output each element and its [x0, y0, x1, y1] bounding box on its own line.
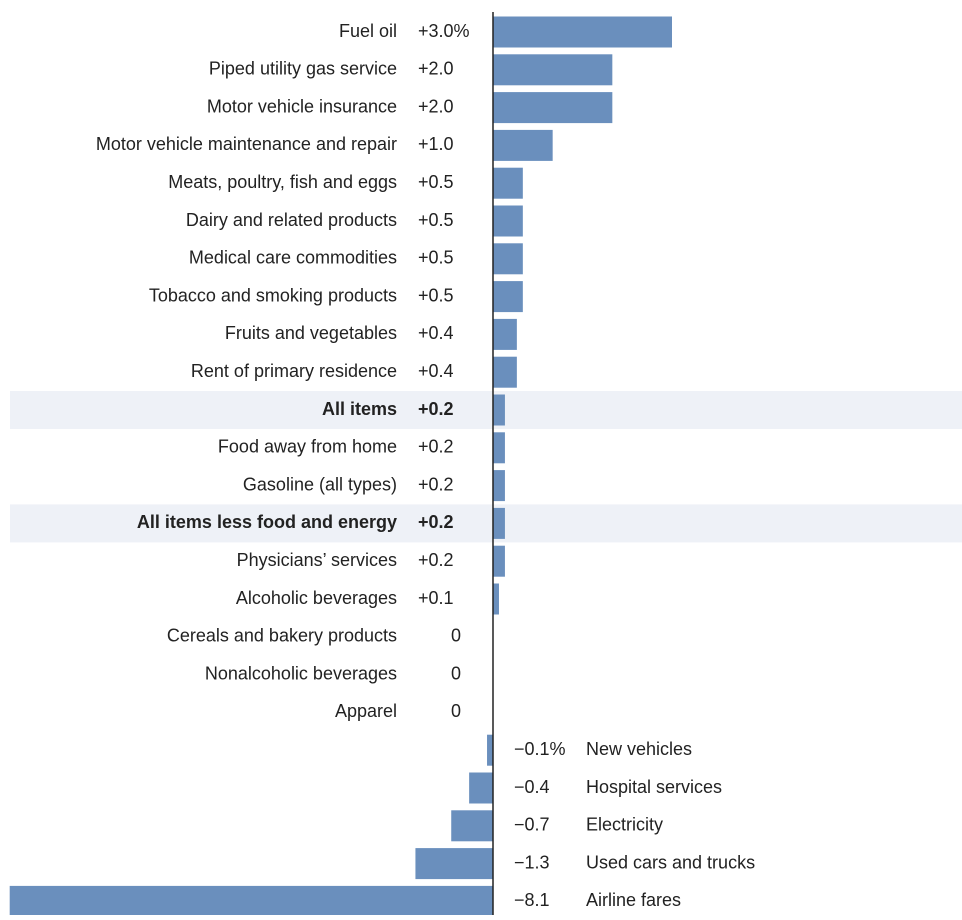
value-label: +0.2 [418, 550, 454, 570]
category-label: Fruits and vegetables [225, 323, 397, 343]
bar [415, 848, 493, 880]
bar [493, 281, 523, 313]
value-label: 0 [451, 701, 461, 721]
bar [487, 734, 493, 766]
bar [493, 432, 505, 464]
category-label: Tobacco and smoking products [149, 285, 397, 305]
value-label: +1.0 [418, 134, 454, 154]
category-label: Medical care commodities [189, 248, 397, 268]
category-label: Hospital services [586, 777, 722, 797]
value-label: −0.4 [514, 777, 550, 797]
highlight-row [10, 391, 962, 429]
bar [493, 205, 523, 237]
bar [451, 810, 493, 842]
category-label: Dairy and related products [186, 210, 397, 230]
bar [493, 243, 523, 275]
category-label: Gasoline (all types) [243, 474, 397, 494]
value-label: +0.5 [418, 172, 454, 192]
bar [493, 545, 505, 577]
value-label: +0.5 [418, 210, 454, 230]
category-label: Meats, poultry, fish and eggs [168, 172, 397, 192]
highlight-row [10, 504, 962, 543]
bar [493, 583, 499, 615]
value-label: +0.2 [418, 474, 454, 494]
value-label: +2.0 [418, 59, 454, 79]
bar [493, 470, 505, 502]
category-label: Cereals and bakery products [167, 626, 397, 646]
value-label: +0.5 [418, 285, 454, 305]
value-label: +0.5 [418, 248, 454, 268]
bar [493, 92, 613, 124]
category-label: Alcoholic beverages [236, 588, 397, 608]
bar [493, 16, 672, 48]
category-label: Electricity [586, 815, 663, 835]
bar [493, 129, 553, 161]
category-label: Fuel oil [339, 21, 397, 41]
category-label: Motor vehicle insurance [207, 96, 397, 116]
bar [493, 356, 517, 388]
value-label: −0.1% [514, 739, 566, 759]
category-label: Rent of primary residence [191, 361, 397, 381]
value-label: +0.2 [418, 399, 454, 419]
value-label: +2.0 [418, 96, 454, 116]
bar [493, 54, 613, 86]
category-label: All items less food and energy [137, 512, 397, 532]
bar [493, 507, 505, 539]
category-label: New vehicles [586, 739, 692, 759]
bar [493, 318, 517, 350]
category-label: Apparel [335, 701, 397, 721]
bar [493, 394, 505, 426]
value-label: +0.1 [418, 588, 454, 608]
category-label: Food away from home [218, 437, 397, 457]
bar [9, 885, 493, 917]
category-label: Physicians’ services [237, 550, 397, 570]
value-label: +0.2 [418, 512, 454, 532]
value-label: +0.4 [418, 361, 454, 381]
bar [469, 772, 493, 804]
value-label: 0 [451, 663, 461, 683]
category-label: Piped utility gas service [209, 59, 397, 79]
category-label: Motor vehicle maintenance and repair [96, 134, 397, 154]
category-label: All items [322, 399, 397, 419]
category-label: Used cars and trucks [586, 852, 755, 872]
value-label: +3.0% [418, 21, 470, 41]
value-label: −1.3 [514, 852, 550, 872]
value-label: 0 [451, 626, 461, 646]
value-label: +0.4 [418, 323, 454, 343]
category-label: Nonalcoholic beverages [205, 663, 397, 683]
category-label: Airline fares [586, 890, 681, 910]
value-label: +0.2 [418, 437, 454, 457]
value-label: −8.1 [514, 890, 550, 910]
bar [493, 167, 523, 199]
value-label: −0.7 [514, 815, 550, 835]
